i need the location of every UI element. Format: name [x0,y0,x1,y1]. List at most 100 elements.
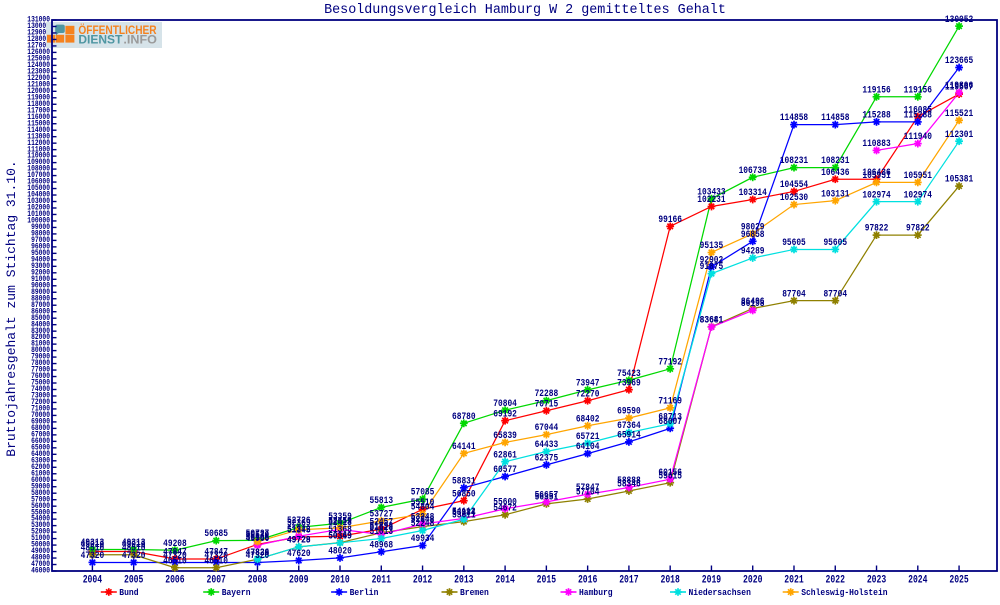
svg-text:2006: 2006 [165,575,184,587]
svg-text:48000: 48000 [31,554,50,563]
svg-text:84000: 84000 [31,320,50,329]
svg-text:125000: 125000 [27,54,50,63]
svg-text:57085: 57085 [411,488,435,499]
svg-text:60577: 60577 [493,465,517,476]
svg-text:2023: 2023 [867,575,887,587]
svg-text:52248: 52248 [411,519,435,530]
svg-text:47847: 47847 [204,548,228,559]
svg-text:127000: 127000 [27,42,50,51]
svg-text:65914: 65914 [617,431,641,442]
svg-text:108000: 108000 [27,165,50,174]
svg-text:101000: 101000 [27,210,50,219]
svg-text:65000: 65000 [31,443,50,452]
svg-text:Hamburg: Hamburg [579,588,613,598]
svg-text:2013: 2013 [454,575,474,587]
svg-text:87704: 87704 [823,289,847,300]
svg-text:2020: 2020 [743,575,762,587]
svg-text:104554: 104554 [780,180,808,191]
svg-text:2021: 2021 [784,575,804,587]
svg-text:2024: 2024 [908,575,928,587]
svg-text:106000: 106000 [27,178,50,187]
svg-text:52848: 52848 [411,515,435,526]
svg-text:72000: 72000 [31,398,50,407]
svg-text:95000: 95000 [31,249,50,258]
svg-text:116000: 116000 [27,113,50,122]
svg-text:119000: 119000 [27,93,50,102]
svg-text:75000: 75000 [31,379,50,388]
svg-text:94000: 94000 [31,255,50,264]
svg-text:58831: 58831 [452,476,476,487]
svg-text:Besoldungsvergleich Hamburg W: Besoldungsvergleich Hamburg W 2 gemittel… [324,3,726,18]
svg-text:96000: 96000 [31,242,50,251]
svg-text:2014: 2014 [495,575,515,587]
svg-text:61000: 61000 [31,469,50,478]
svg-text:55000: 55000 [31,508,50,517]
svg-text:112301: 112301 [945,130,973,141]
svg-text:49313: 49313 [122,538,146,549]
svg-text:62000: 62000 [31,463,50,472]
svg-text:66000: 66000 [31,437,50,446]
svg-text:49000: 49000 [31,547,50,556]
svg-text:69192: 69192 [493,409,517,420]
svg-text:98029: 98029 [741,222,765,233]
svg-text:80000: 80000 [31,346,50,355]
svg-text:73947: 73947 [576,378,600,389]
svg-text:49729: 49729 [287,535,311,546]
svg-text:123665: 123665 [945,56,973,67]
svg-text:88000: 88000 [31,294,50,303]
svg-text:107000: 107000 [27,171,50,180]
svg-text:103000: 103000 [27,197,50,206]
svg-text:47820: 47820 [246,548,270,559]
svg-text:49728: 49728 [287,535,311,546]
svg-text:86198: 86198 [741,299,765,310]
svg-text:Niedersachsen: Niedersachsen [689,588,751,598]
svg-text:67044: 67044 [535,423,559,434]
svg-text:2016: 2016 [578,575,597,587]
svg-text:76000: 76000 [31,372,50,381]
svg-text:56351: 56351 [535,493,559,504]
svg-text:114858: 114858 [780,113,808,124]
svg-text:72270: 72270 [576,389,600,400]
svg-text:102231: 102231 [697,195,725,206]
svg-text:119567: 119567 [945,83,973,94]
svg-text:47620: 47620 [287,549,311,560]
svg-text:128000: 128000 [27,35,50,44]
svg-text:68780: 68780 [452,412,476,423]
svg-text:82000: 82000 [31,333,50,342]
svg-text:50685: 50685 [204,529,228,540]
svg-text:52726: 52726 [287,516,311,527]
svg-text:50520: 50520 [246,530,270,541]
svg-text:90000: 90000 [31,281,50,290]
svg-text:49016: 49016 [81,540,105,551]
svg-text:51000: 51000 [31,534,50,543]
svg-text:54000: 54000 [31,515,50,524]
svg-text:49016: 49016 [122,540,146,551]
svg-text:2007: 2007 [207,575,226,587]
svg-text:2010: 2010 [330,575,349,587]
svg-text:47847: 47847 [163,548,187,559]
svg-text:57104: 57104 [576,488,600,499]
svg-text:56657: 56657 [535,491,559,502]
svg-text:110883: 110883 [862,139,890,150]
svg-text:2019: 2019 [702,575,721,587]
svg-text:54672: 54672 [493,503,517,514]
svg-text:117000: 117000 [27,106,50,115]
svg-text:72288: 72288 [535,389,559,400]
svg-text:48510: 48510 [122,543,146,554]
svg-text:53727: 53727 [369,510,393,521]
svg-text:49313: 49313 [81,538,105,549]
svg-text:102530: 102530 [780,193,808,204]
svg-text:77192: 77192 [658,357,682,368]
svg-text:105951: 105951 [862,171,890,182]
svg-text:47320: 47320 [204,551,228,562]
svg-text:124000: 124000 [27,61,50,70]
svg-text:114000: 114000 [27,126,50,135]
svg-text:103314: 103314 [739,188,767,199]
svg-text:70000: 70000 [31,411,50,420]
svg-text:93000: 93000 [31,262,50,271]
svg-text:95605: 95605 [782,238,806,249]
svg-text:109000: 109000 [27,158,50,167]
svg-text:52418: 52418 [328,518,352,529]
svg-text:70804: 70804 [493,399,517,410]
svg-text:62861: 62861 [493,450,517,461]
